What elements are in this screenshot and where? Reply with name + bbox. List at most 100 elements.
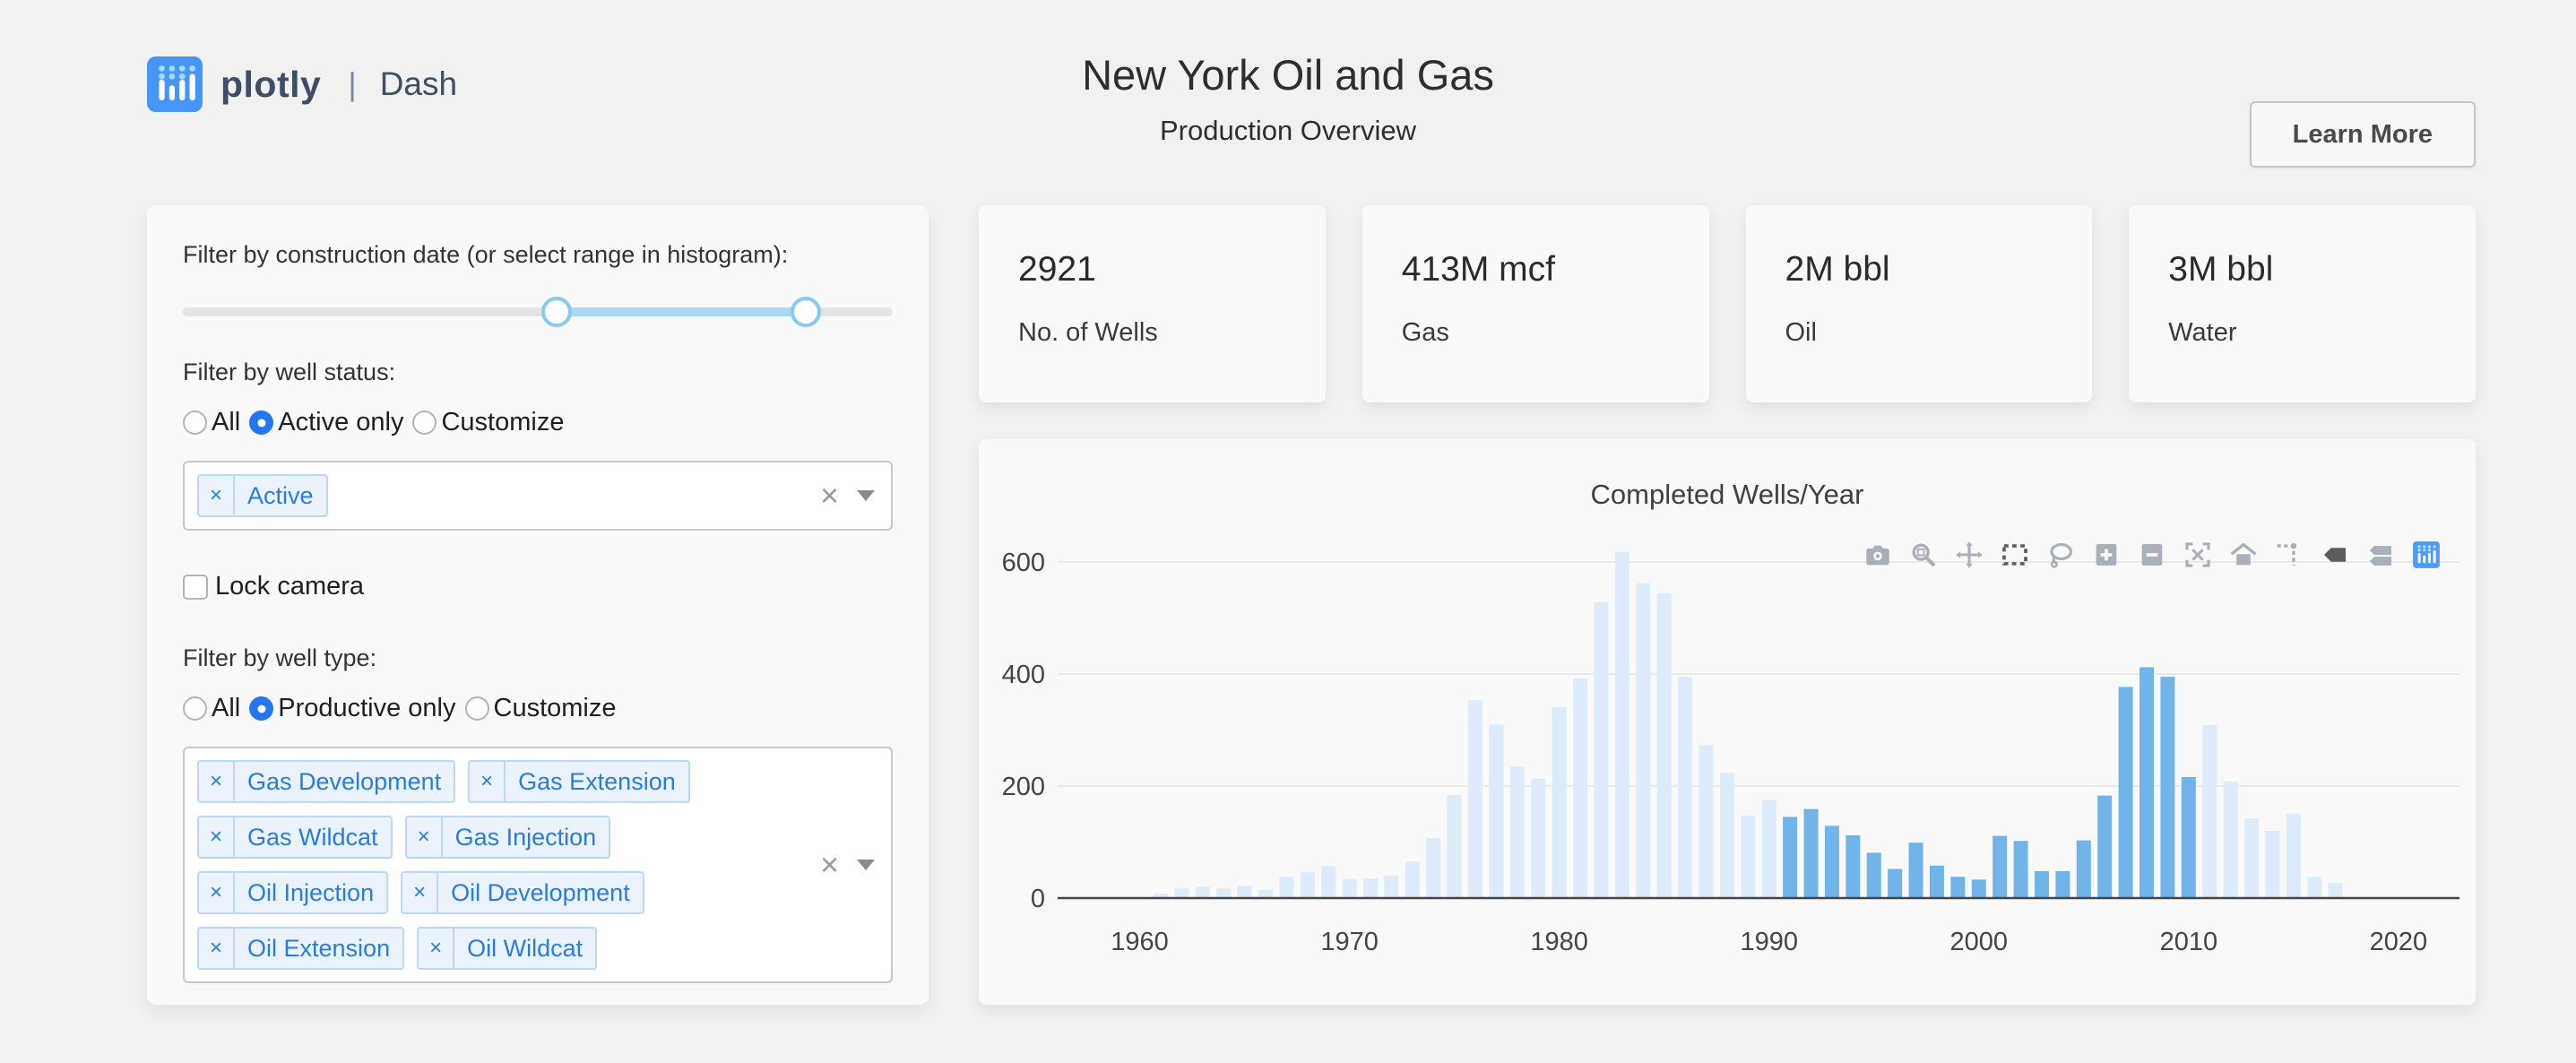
radio-selected-icon[interactable] (249, 411, 274, 435)
bar-1971 (1362, 878, 1378, 898)
bar-1999 (1950, 877, 1966, 898)
well-status-chip-list: × Active (197, 474, 328, 517)
radio-unselected-icon[interactable] (464, 696, 489, 721)
camera-icon[interactable] (1863, 540, 1893, 570)
y-tick-label: 600 (1002, 549, 1045, 577)
bar-1965 (1237, 886, 1252, 898)
chip-remove-icon[interactable]: × (199, 817, 236, 857)
reset-axes-icon[interactable] (2228, 540, 2259, 570)
bar-2002 (2013, 841, 2028, 898)
chip-remove-icon[interactable]: × (419, 929, 455, 968)
bar-2016 (2307, 877, 2322, 898)
bar-1989 (1741, 816, 1756, 898)
hover-compare-icon[interactable] (2365, 540, 2396, 570)
well-status-dropdown[interactable]: × Active × (183, 461, 893, 531)
bar-2011 (2202, 724, 2217, 898)
radio-unselected-icon[interactable] (412, 411, 437, 435)
radio-option-customize[interactable]: Customize (464, 694, 617, 723)
lock-camera-checkbox-row[interactable]: Lock camera (183, 572, 893, 601)
autoscale-icon[interactable] (2183, 540, 2213, 570)
radio-unselected-icon[interactable] (183, 411, 207, 435)
bar-1969 (1321, 866, 1336, 898)
dropdown-clear-icon[interactable]: × (819, 477, 839, 514)
radio-option-productive-only[interactable]: Productive only (249, 694, 456, 723)
lasso-icon[interactable] (2045, 540, 2076, 570)
radio-selected-icon[interactable] (249, 696, 274, 721)
year-range-slider[interactable] (183, 296, 893, 328)
zoom-icon[interactable] (1908, 540, 1939, 570)
well-type-chip-list: × Gas Development × Gas Extension × Gas Wildc… (197, 760, 792, 970)
x-tick-label-2010: 2010 (2160, 928, 2218, 956)
header: plotly | Dash New York Oil and Gas Produ… (0, 0, 2576, 205)
bar-1979 (1531, 778, 1546, 898)
chip-remove-icon[interactable]: × (199, 762, 236, 801)
chip-label: Oil Injection (247, 878, 375, 906)
slider-selected-range[interactable] (556, 307, 806, 316)
slider-handle-max[interactable] (790, 297, 821, 327)
stat-value: 413M mcf (1401, 250, 1555, 289)
bar-1970 (1342, 878, 1357, 898)
chip-label: Oil Development (451, 878, 630, 906)
radio-option-customize[interactable]: Customize (412, 408, 564, 437)
plotly-dash-logo[interactable]: plotly | Dash (147, 56, 457, 112)
dropdown-clear-icon[interactable]: × (819, 846, 839, 883)
chip-remove-icon[interactable]: × (199, 873, 236, 912)
chip-active: × Active (197, 474, 328, 517)
plotly-logo-icon[interactable] (2411, 540, 2442, 570)
chip-label: Gas Injection (454, 823, 597, 851)
bar-1976 (1468, 700, 1483, 898)
toggle-spikelines-icon[interactable] (2274, 540, 2304, 570)
learn-more-button[interactable]: Learn More (2249, 101, 2476, 168)
chip-oil-extension: × Oil Extension (197, 927, 405, 970)
zoom-in-icon[interactable] (2091, 540, 2122, 570)
chip-remove-icon[interactable]: × (402, 873, 439, 912)
slider-track[interactable] (183, 307, 893, 316)
bar-2006 (2097, 795, 2113, 898)
bar-1984 (1636, 583, 1651, 898)
bar-2001 (1993, 835, 2008, 898)
chip-label: Gas Extension (518, 767, 676, 795)
page-title: New York Oil and Gas (1082, 51, 1494, 99)
zoom-out-icon[interactable] (2137, 540, 2167, 570)
chip-label: Active (247, 481, 314, 509)
bar-1990 (1761, 799, 1776, 898)
lock-camera-label: Lock camera (215, 572, 365, 601)
hover-closest-icon[interactable] (2320, 540, 2350, 570)
pan-icon[interactable] (1954, 540, 1984, 570)
bar-2015 (2286, 813, 2301, 898)
chevron-down-icon[interactable] (857, 860, 875, 870)
chip-gas-injection: × Gas Injection (404, 816, 611, 859)
radio-unselected-icon[interactable] (183, 696, 207, 721)
radio-option-all[interactable]: All (183, 694, 240, 723)
slider-handle-min[interactable] (540, 297, 572, 327)
x-tick-label-2020: 2020 (2370, 928, 2428, 956)
radio-option-all[interactable]: All (183, 408, 240, 437)
chip-oil-injection: × Oil Injection (197, 871, 389, 914)
completed-wells-histogram[interactable]: Completed Wells/Year 0 200 400 600 1960 1970 19… (979, 439, 2476, 1005)
radio-option-active-only[interactable]: Active only (249, 408, 403, 437)
box-select-icon[interactable] (2000, 540, 2030, 570)
lock-camera-checkbox[interactable] (183, 574, 208, 600)
filter-panel: Filter by construction date (or select r… (147, 205, 929, 1005)
stat-card-gas: 413M mcf Gas (1361, 205, 1709, 402)
chip-remove-icon[interactable]: × (470, 762, 506, 801)
bar-1982 (1594, 602, 1609, 898)
bar-2004 (2055, 871, 2070, 898)
well-type-dropdown[interactable]: × Gas Development × Gas Extension × Gas Wildc… (183, 747, 893, 983)
chevron-down-icon[interactable] (857, 490, 875, 501)
stat-value: 2921 (1018, 250, 1096, 289)
bar-2013 (2244, 818, 2260, 898)
chip-remove-icon[interactable]: × (199, 929, 236, 968)
chip-gas-extension: × Gas Extension (468, 760, 690, 803)
brand-dash: Dash (379, 65, 458, 102)
stat-label: No. of Wells (1018, 318, 1158, 347)
chip-remove-icon[interactable]: × (407, 817, 443, 857)
bar-1978 (1509, 766, 1525, 898)
bar-1993 (1824, 825, 1839, 898)
chip-remove-icon[interactable]: × (199, 476, 236, 515)
bar-1995 (1866, 852, 1881, 898)
bar-2009 (2160, 677, 2175, 898)
bar-1987 (1699, 745, 1714, 898)
x-tick-label-1970: 1970 (1320, 928, 1379, 956)
x-tick-label-1980: 1980 (1530, 928, 1588, 956)
